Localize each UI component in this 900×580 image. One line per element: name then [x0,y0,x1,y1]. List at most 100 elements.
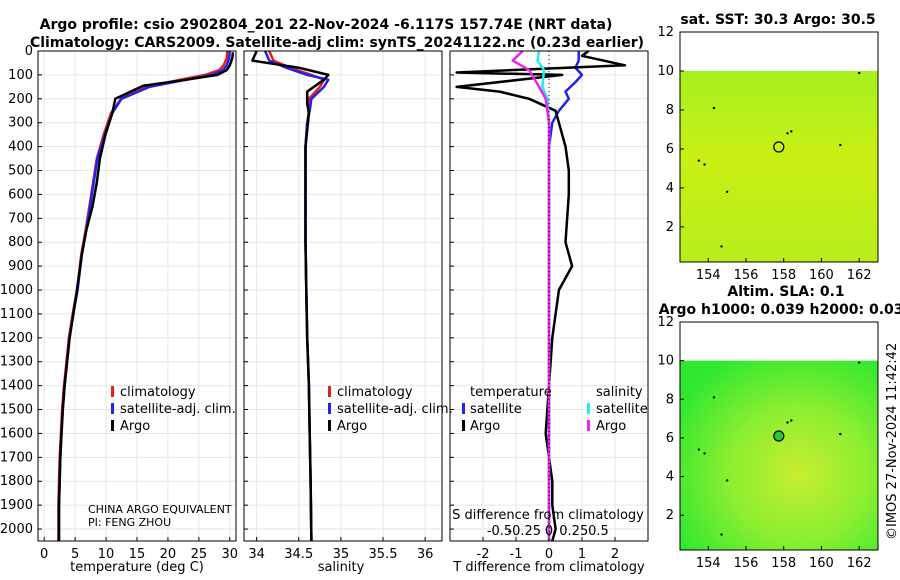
y-tick-label: 100 [8,68,33,83]
legend-label-t-argo: Argo [470,419,500,434]
y-tick-label: 1600 [0,426,33,441]
series-line-s-argo [511,50,551,541]
y-tick-label: 12 [657,25,674,40]
x-tick-label: 15 [129,547,146,562]
y-tick-label: 10 [657,64,674,79]
legend-swatch-argo [328,420,331,431]
s-tick-label: -0.25 [507,524,541,539]
legend-label-climatology: climatology [120,385,196,400]
y-tick-label: 600 [8,187,33,202]
series-line-satellite-adj-clim- [263,50,330,542]
s-tick-label: 0.5 [588,524,609,539]
series-line-t-satellite [547,51,584,541]
series-line-argo [251,50,330,542]
x-tick-label: 30 [222,547,239,562]
legend-swatch-t-argo [462,420,465,431]
y-tick-label: 300 [8,116,33,131]
y-tick-label: 2000 [0,522,33,537]
y-tick-label: 12 [657,315,674,330]
y-tick-label: 1400 [0,379,33,394]
series-line-satellite-adj-clim- [57,50,232,541]
heatmap-field [680,360,878,550]
series-line-climatology [57,50,229,541]
y-tick-label: 1100 [0,307,33,322]
y-tick-label: 900 [8,259,33,274]
institution-note: CHINA ARGO EQUIVALENT [88,503,232,516]
title-line2: Climatology: CARS2009. Satellite-adj cli… [30,35,644,51]
y-tick-label: 200 [8,92,33,107]
legend-difference: temperature salinity satellite Argo sate… [462,385,648,434]
island-dot [857,361,861,364]
y-tick-label: 500 [8,164,33,179]
copyright: ©IMOS 27-Nov-2024 11:42:42 [885,343,900,540]
series-line-argo [57,52,235,541]
island-dot [790,419,793,422]
pi-note: PI: FENG ZHOU [88,516,171,529]
island-dot [857,71,861,75]
x-tick-label: 158 [771,268,796,283]
island-dot [790,130,793,133]
y-tick-label: 800 [8,235,33,250]
legend-label-s-satellite: satellite [596,402,648,417]
island-dot [725,479,729,482]
x-tick-label: 162 [847,268,872,283]
y-tick-label: 1300 [0,355,33,370]
island-dot [839,432,842,436]
y-tick-label: 1900 [0,498,33,513]
legend-label-s-argo: Argo [596,419,626,434]
x-tick-label: 154 [696,556,721,571]
salinity-xlabel: salinity [318,560,365,575]
axes-frame [243,50,443,542]
x-tick-label: 0 [545,547,553,562]
x-tick-label: -2 [477,547,490,562]
legend-swatch-s-argo [587,420,590,431]
legend-temperature: climatology satellite-adj. clim. Argo [111,385,236,434]
y-tick-label: 1700 [0,450,33,465]
s-tick-label: -0.5 [487,524,512,539]
legend-swatch-climatology [328,386,331,397]
difference-panel: -2 -1 0 1 2 -0.5-0.25 0 0.25 0.5 [449,49,649,562]
island-dot [786,132,789,135]
y-tick-label: 1800 [0,474,33,489]
x-tick-label: 158 [771,556,796,571]
y-tick-label: 1000 [0,283,33,298]
sst-map-panel: 154 156 158 160 162 2 4 6 8 10 12 [657,25,879,283]
series-line-climatology [268,50,326,542]
y-tick-label: 400 [8,140,33,155]
legend-label-argo: Argo [337,419,367,434]
title-line1: Argo profile: csio 2902804_201 22-Nov-20… [40,17,613,33]
x-tick-label: 160 [809,268,834,283]
island-dot [697,159,701,162]
y-tick-label: 8 [666,103,674,118]
legend-swatch-climatology [111,386,114,397]
series-line-s-satellite [536,50,551,541]
x-tick-label: 1 [578,547,586,562]
temperature-panel: 0 100 200 300 400 500 600 700 800 900 1000 1100 1200… [0,44,238,562]
y-tick-label: 700 [8,211,33,226]
sla-map-panel: 154 156 158 160 162 2 4 6 8 10 12 [657,315,879,571]
x-tick-label: 34.5 [284,547,313,562]
island-dot [703,452,706,455]
y-tick-label: 10 [657,354,674,369]
legend-swatch-s-satellite [587,403,590,414]
x-tick-label: 2 [611,547,619,562]
difference-xlabel: T difference from climatology [452,560,645,575]
x-tick-label: 156 [734,556,759,571]
temperature-xlabel: temperature (deg C) [70,560,204,575]
x-tick-label: 35.5 [369,547,398,562]
axes-frame [679,31,879,263]
x-tick-label: -1 [510,547,523,562]
x-tick-label: 5 [71,547,79,562]
island-dot [720,245,723,248]
island-dot [839,143,842,147]
island-dot [703,163,706,166]
axes-frame [37,50,237,542]
y-tick-label: 8 [666,392,674,407]
y-tick-label: 1200 [0,331,33,346]
x-tick-label: 154 [696,268,721,283]
island-dot [712,106,716,110]
x-tick-label: 0 [40,547,48,562]
island-dot [720,533,723,536]
x-tick-label: 162 [847,556,872,571]
